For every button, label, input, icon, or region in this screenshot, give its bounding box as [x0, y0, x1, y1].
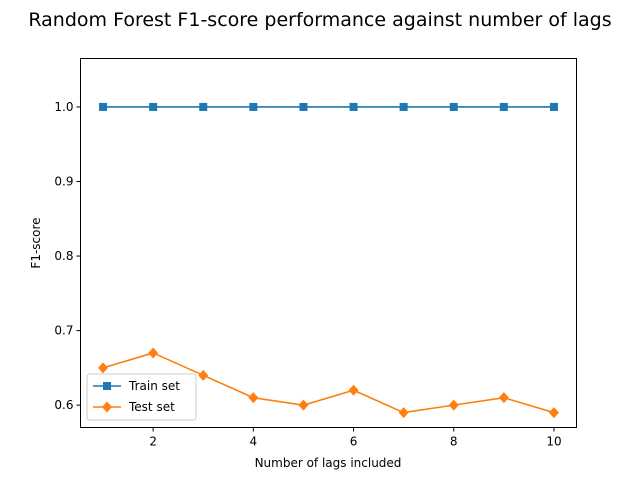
data-point: [448, 399, 459, 411]
data-point: [149, 102, 158, 111]
data-point: [298, 399, 309, 411]
y-tick-label: 0.7: [54, 324, 73, 338]
x-tick-label: 6: [350, 435, 358, 449]
data-point: [299, 102, 308, 111]
legend-item: Test set: [93, 400, 175, 414]
legend-marker: [102, 401, 112, 413]
data-point: [148, 347, 159, 359]
legend: Train set Test set: [86, 373, 197, 421]
data-point: [348, 384, 359, 396]
data-point: [499, 102, 508, 111]
x-tick-label: 2: [149, 435, 157, 449]
series-line: [102, 352, 555, 414]
data-point: [248, 392, 259, 404]
data-point: [99, 102, 108, 111]
axes-frame: [80, 58, 577, 428]
data-point: [498, 392, 509, 404]
chart-title: Random Forest F1-score performance again…: [28, 9, 611, 31]
data-point: [548, 407, 559, 419]
data-point: [98, 362, 109, 374]
y-tick-label: 0.6: [54, 398, 73, 412]
y-axis-label: F1-score: [29, 217, 43, 268]
data-point: [349, 102, 358, 111]
legend-label: Test set: [128, 400, 175, 414]
data-point: [398, 407, 409, 419]
series-1: [99, 102, 558, 111]
series-2: [98, 347, 559, 419]
x-tick-label: 8: [450, 435, 458, 449]
legend-item: Train set: [93, 379, 180, 393]
data-point: [249, 102, 258, 111]
data-point: [399, 102, 408, 111]
data-point: [199, 102, 208, 111]
y-tick-label: 0.8: [54, 249, 73, 263]
x-axis-label: Number of lags included: [255, 456, 402, 470]
data-point: [549, 102, 558, 111]
x-axis: 2 4 6 8 10: [149, 427, 562, 449]
data-point: [198, 369, 209, 381]
legend-marker: [103, 382, 111, 390]
plot-area: [98, 102, 559, 419]
legend-label: Train set: [128, 379, 180, 393]
y-tick-label: 1.0: [54, 100, 73, 114]
y-tick-label: 0.9: [54, 175, 73, 189]
y-axis: 0.6 0.7 0.8 0.9 1.0: [54, 100, 81, 412]
x-tick-label: 10: [546, 435, 561, 449]
x-tick-label: 4: [250, 435, 258, 449]
data-point: [449, 102, 458, 111]
